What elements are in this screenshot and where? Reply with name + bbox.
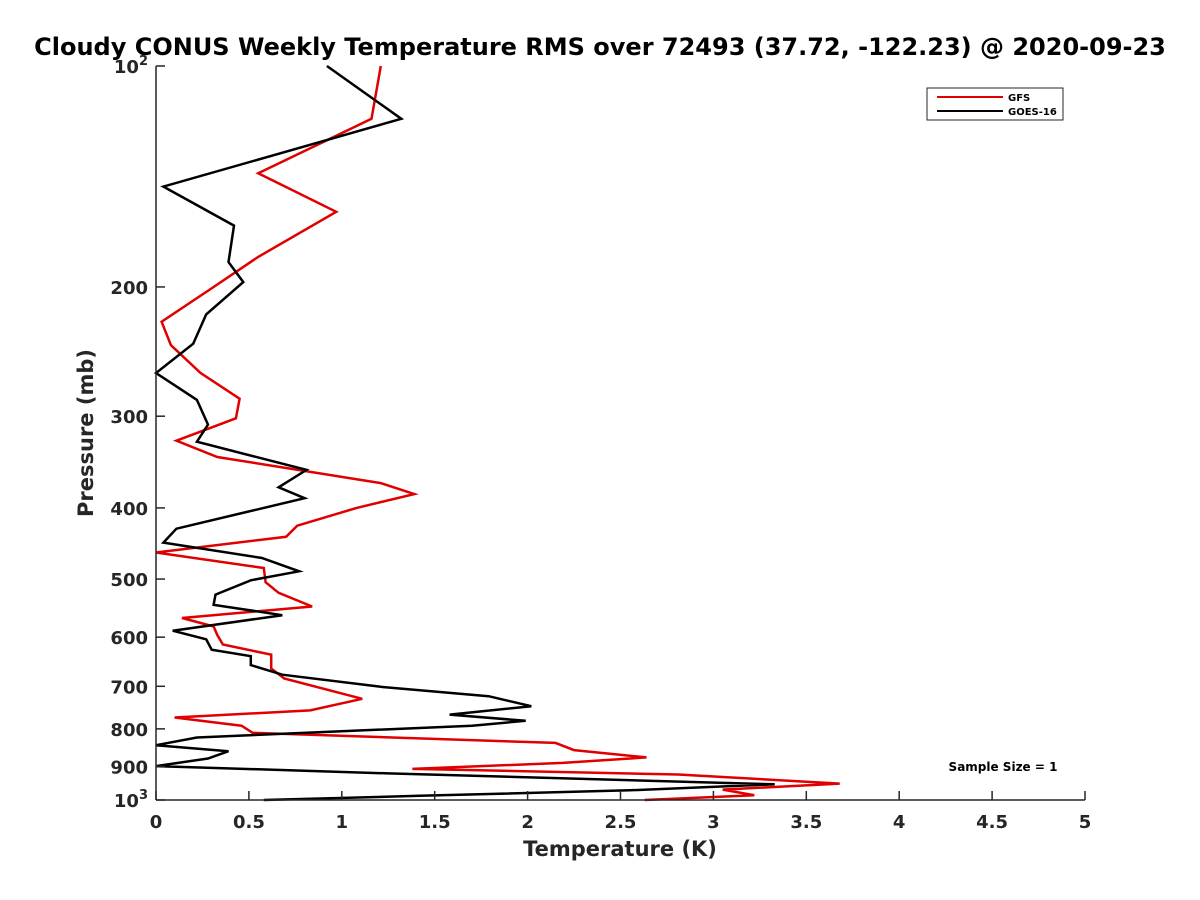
- legend-label-gfs: GFS: [1008, 93, 1030, 104]
- x-ticks: 0 0.5 1 1.5 2 2.5 3 3.5 4 4.5 5: [150, 791, 1092, 833]
- x-tick-label: 1: [336, 812, 349, 833]
- series-line-goes16: [153, 64, 775, 802]
- y-tick-label: 103: [114, 788, 148, 812]
- y-tick-label: 600: [110, 628, 148, 649]
- y-ticks: 102 200 300 400 500 600 700 800 900 103: [110, 54, 165, 812]
- series-layer: [153, 64, 840, 802]
- axes: [155, 66, 1085, 801]
- y-axis-label: Pressure (mb): [74, 349, 98, 517]
- series-line-gfs: [155, 65, 840, 802]
- x-tick-label: 1.5: [419, 812, 451, 833]
- x-axis-label: Temperature (K): [523, 837, 717, 861]
- y-tick-label: 900: [110, 757, 148, 778]
- x-tick-label: 0: [150, 812, 163, 833]
- y-tick-label: 400: [110, 499, 148, 520]
- y-tick-label: 500: [110, 570, 148, 591]
- x-tick-label: 5: [1079, 812, 1092, 833]
- y-tick-label: 102: [114, 54, 148, 78]
- sample-size-note: Sample Size = 1: [949, 760, 1058, 774]
- y-tick-label: 200: [110, 278, 148, 299]
- chart-title: Cloudy CONUS Weekly Temperature RMS over…: [34, 33, 1166, 61]
- x-tick-label: 2: [521, 812, 534, 833]
- x-tick-label: 4.5: [976, 812, 1008, 833]
- x-tick-label: 3.5: [790, 812, 822, 833]
- x-tick-label: 2.5: [605, 812, 637, 833]
- x-tick-label: 3: [707, 812, 720, 833]
- x-tick-label: 4: [893, 812, 906, 833]
- y-tick-label: 700: [110, 677, 148, 698]
- legend-box: [926, 87, 1064, 121]
- legend-label-goes16: GOES-16: [1008, 107, 1057, 118]
- legend: GFS GOES-16: [926, 87, 1064, 121]
- y-tick-label: 300: [110, 407, 148, 428]
- x-tick-label: 0.5: [233, 812, 265, 833]
- y-tick-label: 800: [110, 720, 148, 741]
